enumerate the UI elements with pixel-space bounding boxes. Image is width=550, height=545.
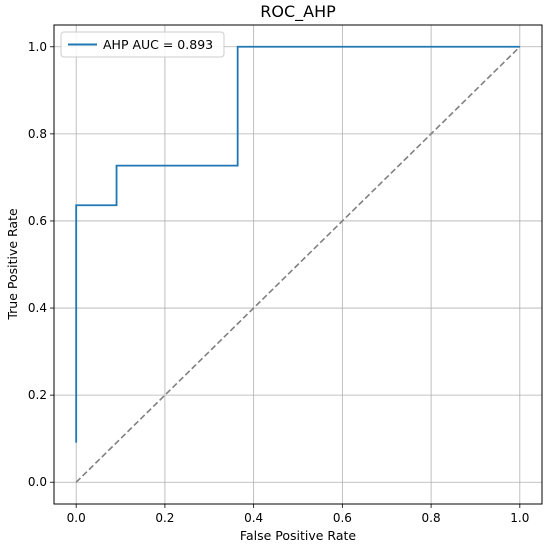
legend-label: AHP AUC = 0.893 — [103, 37, 213, 52]
y-axis-label: True Positive Rate — [5, 208, 20, 321]
roc-curve-line — [75, 45, 520, 443]
y-tick-label: 0.0 — [28, 475, 47, 489]
diagonal-reference-line — [75, 46, 521, 483]
y-tick-label: 1.0 — [28, 40, 47, 54]
chart-title: ROC_AHP — [260, 2, 336, 22]
y-tick-label: 0.2 — [28, 388, 47, 402]
x-axis-label: False Positive Rate — [240, 528, 356, 543]
plot-frame — [53, 24, 543, 505]
x-tick-label: 0.0 — [67, 511, 86, 525]
x-tick-label: 0.6 — [333, 511, 352, 525]
x-tick-label: 0.2 — [155, 511, 174, 525]
axis-ticks: 0.0 0.2 0.4 0.6 0.8 1.0 0.0 0.2 0.4 0.6 0.8 1.0 — [28, 40, 529, 525]
x-tick-label: 0.4 — [244, 511, 263, 525]
x-tick-label: 0.8 — [422, 511, 441, 525]
legend: AHP AUC = 0.893 — [60, 31, 225, 58]
y-tick-label: 0.4 — [28, 301, 47, 315]
y-tick-label: 0.6 — [28, 214, 47, 228]
legend-box — [60, 31, 225, 58]
data-series — [75, 45, 521, 483]
y-tick-label: 0.8 — [28, 127, 47, 141]
x-tick-label: 1.0 — [510, 511, 529, 525]
